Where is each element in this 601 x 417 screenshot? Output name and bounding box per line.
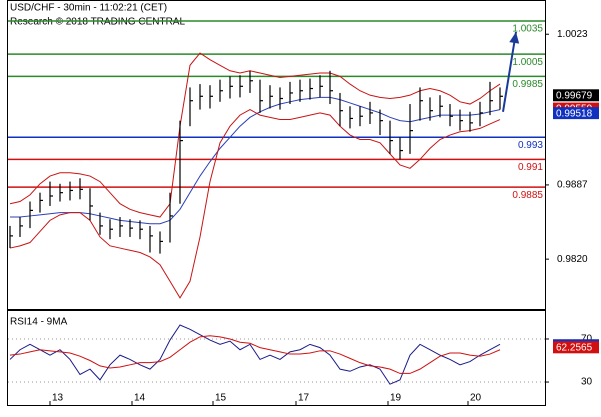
- y-tick-label: 30: [581, 377, 593, 388]
- forecast-arrow-head: [509, 32, 520, 44]
- level-label: 0.993: [518, 140, 543, 151]
- price-box-label: 0.99679: [556, 90, 593, 101]
- chart-title: USD/CHF - 30min - 11:02:21 (CET): [10, 3, 167, 14]
- price-panel-frame: [7, 0, 546, 310]
- x-tick-label: 20: [470, 393, 482, 404]
- level-label: 0.991: [518, 162, 543, 173]
- x-tick-label: 13: [52, 393, 64, 404]
- x-tick-label: 15: [215, 393, 227, 404]
- indicator-line: [10, 96, 501, 225]
- level-label: 1.0005: [512, 57, 543, 68]
- y-tick-label: 0.9887: [557, 180, 588, 191]
- y-tick-label: 70: [581, 334, 593, 345]
- y-tick-label: 1.0023: [557, 29, 588, 40]
- rsi-panel-frame: [7, 310, 546, 406]
- level-label: 0.9885: [512, 190, 543, 201]
- price-box: [553, 89, 599, 102]
- rsi-title: RSI14 - 9MA: [10, 317, 68, 328]
- price-box: [553, 107, 599, 120]
- indicator-line: [9, 52, 501, 218]
- value-box-label: 62.2565: [556, 342, 593, 353]
- chart-subtitle: Research © 2018 TRADING CENTRAL: [10, 17, 185, 28]
- level-label: 1.0035: [512, 24, 543, 35]
- x-tick-label: 14: [134, 393, 146, 404]
- level-label: 0.9985: [512, 79, 543, 90]
- indicator-line: [9, 109, 501, 299]
- y-tick-label: 0.9820: [557, 254, 588, 265]
- rsi-line: [9, 324, 501, 385]
- value-box: [553, 341, 599, 354]
- x-tick-label: 17: [298, 393, 310, 404]
- price-box-label: 0.99518: [556, 108, 593, 119]
- rsi-line: [9, 335, 501, 374]
- x-tick-label: 19: [390, 393, 402, 404]
- forecast-arrow: [502, 31, 517, 112]
